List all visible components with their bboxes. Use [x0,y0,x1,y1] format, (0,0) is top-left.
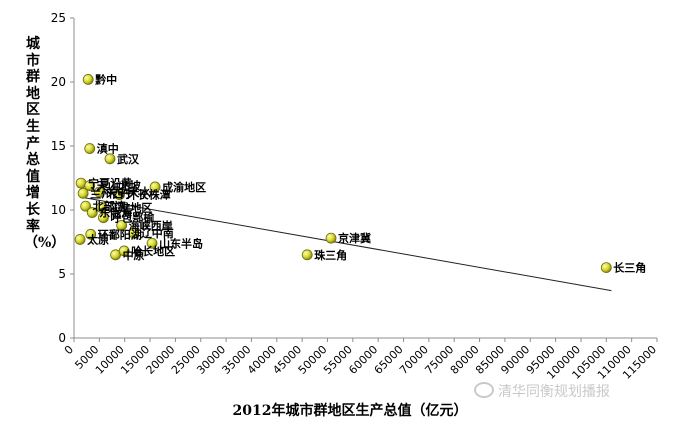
data-point [325,232,337,244]
data-point [93,186,105,198]
data-point [114,189,126,201]
point-label: 呼包鄂榆 [110,211,155,225]
point-label: 成渝地区 [162,180,206,194]
data-point [146,237,158,249]
point-label: 中原 [123,248,145,262]
x-axis-title: 2012年城市群地区生产总值（亿元） [232,403,468,419]
point-label: 山东半岛 [159,236,203,250]
point-label: 宁夏沿黄 [88,176,132,190]
data-point [77,187,89,199]
data-point [95,202,107,213]
point-label: 东陇海 [99,206,132,220]
data-point [98,212,109,224]
point-label: 江淮地区 [108,200,152,214]
data-point [85,228,97,240]
point-label: 北部湾 [93,199,126,213]
point-label: 太原 [86,232,109,246]
data-point [74,234,86,245]
point-label: 环长株潭 [127,188,171,202]
point-label: 京津冀 [338,231,371,245]
data-point [82,74,94,85]
data-point [84,180,96,192]
data-point [600,262,612,274]
y-tick-label: 25 [51,11,66,25]
wechat-icon [474,382,494,398]
y-tick-label: 15 [51,139,66,153]
point-label: 关中天水 [106,185,151,199]
watermark: 清华同衡规划播报 [474,381,610,401]
point-label: 天山北坡 [97,179,142,193]
y-tick-label: 10 [51,203,66,217]
point-label: 武汉 [117,152,140,166]
x-tick-label: 0 [62,343,76,357]
point-label: 珠三角 [314,248,347,262]
point-label: 黔中 [95,72,117,86]
point-label: 环鄱阳湖 [98,227,142,241]
point-label: 辽中南 [141,226,174,240]
y-tick-label: 20 [51,75,66,89]
data-point [149,181,161,193]
point-label: 哈长地区 [131,244,175,258]
data-point [116,219,128,231]
data-point [118,245,130,257]
trend-line [81,196,612,292]
data-point [128,227,140,239]
point-label: 兰州西宁 [90,186,134,200]
watermark-text: 清华同衡规划播报 [498,384,610,400]
point-label: 长三角 [613,261,646,275]
data-point [86,207,98,218]
data-point [301,249,313,261]
point-label: 滇中 [97,142,119,156]
y-tick-label: 0 [58,331,66,345]
point-label: 海峡西岸 [129,218,173,232]
data-point [84,143,96,154]
data-point [80,200,92,212]
y-tick-label: 5 [58,267,66,281]
y-axis-title: 城市群地区生产总值增长率（%） [24,36,66,252]
data-point [104,153,116,165]
